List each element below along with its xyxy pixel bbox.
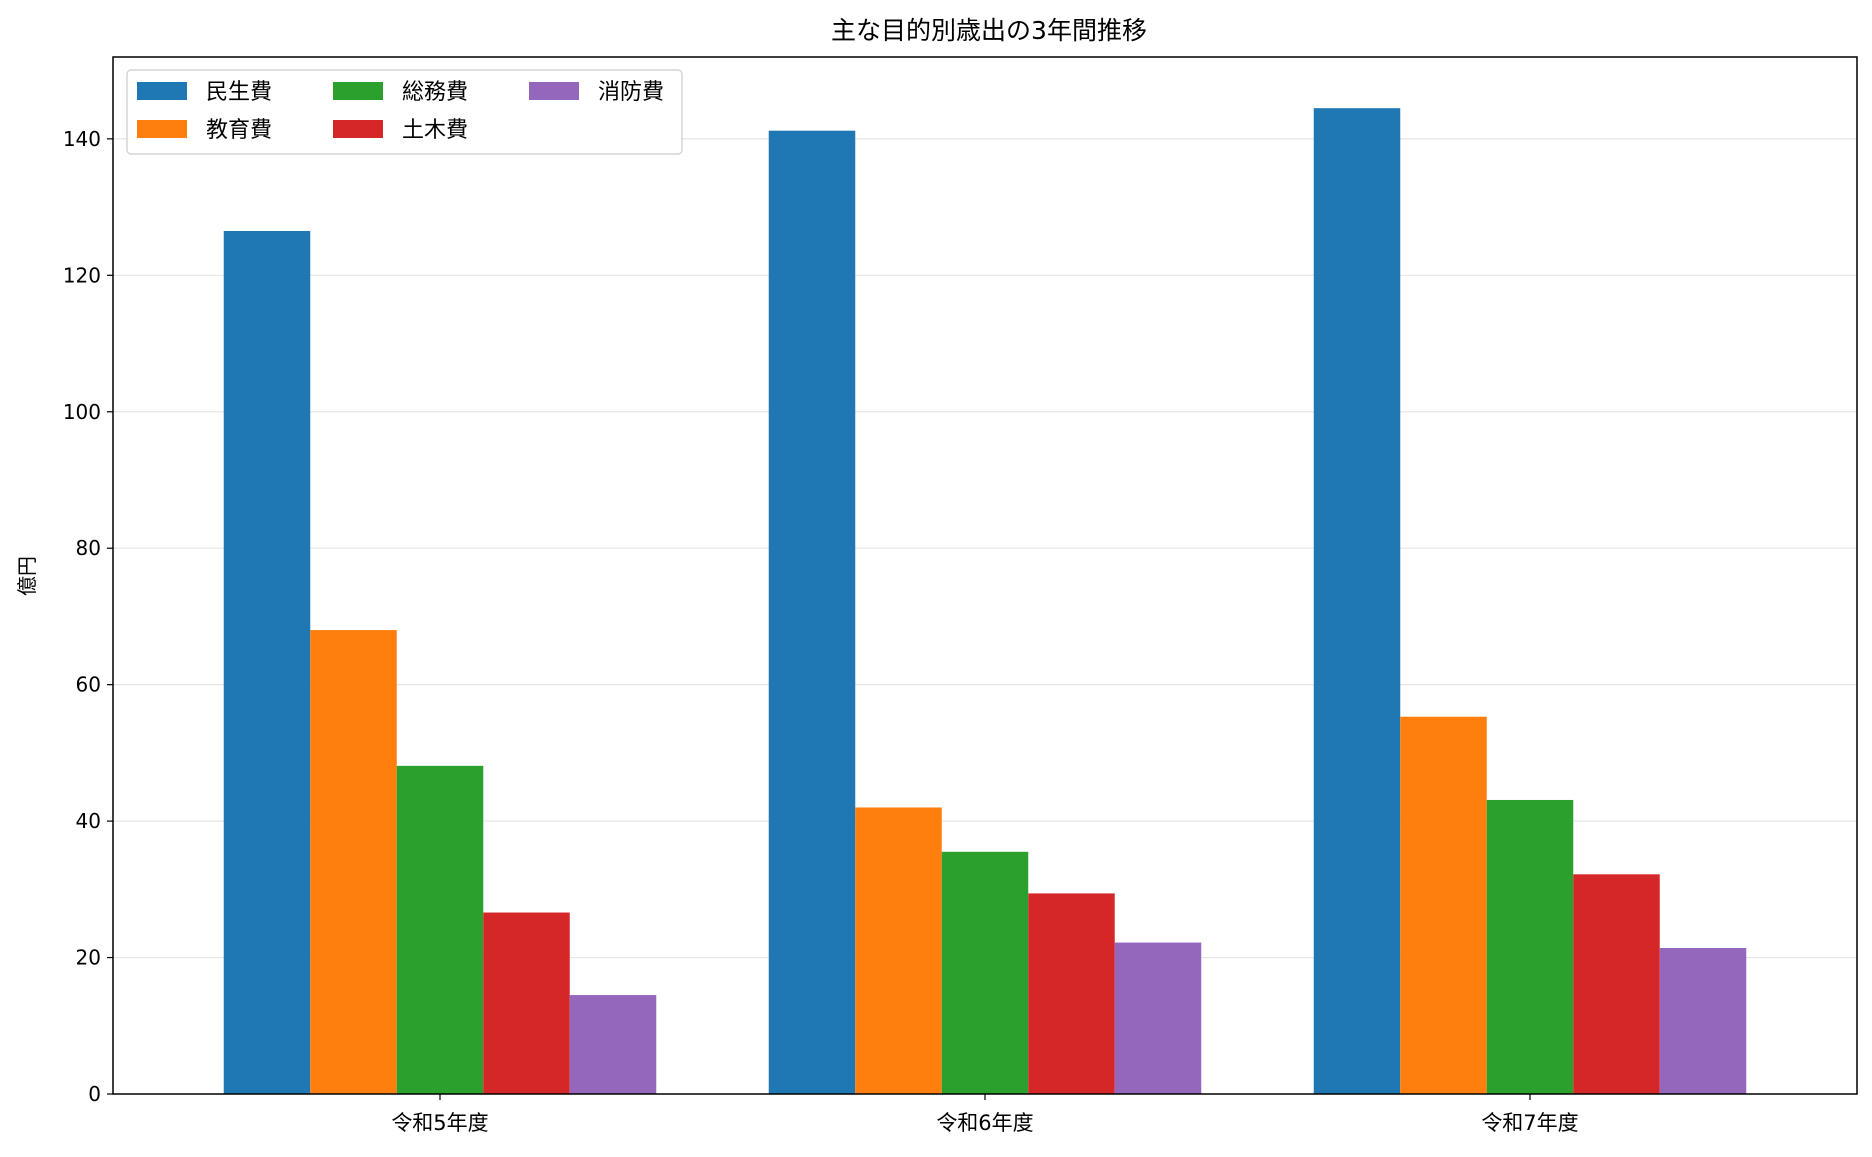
- legend-swatch-1: [137, 82, 187, 100]
- x-tick-label-3: 令和7年度: [1481, 1111, 1578, 1135]
- legend-label-3: 総務費: [402, 80, 468, 105]
- bar-4-3: [1573, 874, 1660, 1094]
- axes: 令和5年度 令和6年度 令和7年度 0 20 40 60 80 100 120 140: [63, 56, 1858, 1135]
- y-axis-label: 億円: [15, 556, 39, 596]
- x-tick-label-1: 令和5年度: [391, 1111, 488, 1135]
- bar-5-1: [569, 995, 657, 1094]
- bar-3-3: [1486, 799, 1574, 1094]
- bar-2-1: [310, 630, 397, 1094]
- bar-3-1: [396, 765, 484, 1094]
- chart-title: 主な目的別歳出の3年間推移: [831, 16, 1147, 45]
- legend-label-5: 消防費: [598, 80, 664, 105]
- bars: [223, 108, 1747, 1094]
- bar-1-2: [768, 130, 856, 1094]
- legend-swatch-4: [333, 120, 383, 138]
- legend-label-2: 教育費: [206, 118, 272, 143]
- bar-5-2: [1114, 942, 1202, 1094]
- bar-1-1: [223, 230, 311, 1094]
- y-tick-label-0: 0: [88, 1082, 101, 1106]
- bar-3-2: [941, 851, 1029, 1094]
- y-tick-label-4: 80: [76, 536, 101, 560]
- bar-4-1: [483, 912, 570, 1094]
- legend-swatch-2: [137, 120, 187, 138]
- bar-2-3: [1400, 716, 1487, 1094]
- bar-5-3: [1659, 948, 1747, 1094]
- y-tick-label-3: 60: [76, 673, 101, 697]
- bar-4-2: [1028, 893, 1115, 1094]
- y-tick-label-6: 120: [63, 263, 101, 287]
- legend-label-4: 土木費: [402, 118, 468, 143]
- bar-1-3: [1313, 108, 1401, 1094]
- legend-label-1: 民生費: [206, 80, 272, 105]
- legend-swatch-5: [529, 82, 579, 100]
- y-tick-label-5: 100: [63, 400, 101, 424]
- bar-2-2: [855, 807, 942, 1094]
- y-tick-label-7: 140: [63, 127, 101, 151]
- plot-frame: [112, 56, 1858, 1095]
- y-tick-label-2: 40: [76, 809, 101, 833]
- y-tick-label-1: 20: [76, 946, 101, 970]
- x-tick-label-2: 令和6年度: [936, 1111, 1033, 1135]
- legend-swatch-3: [333, 82, 383, 100]
